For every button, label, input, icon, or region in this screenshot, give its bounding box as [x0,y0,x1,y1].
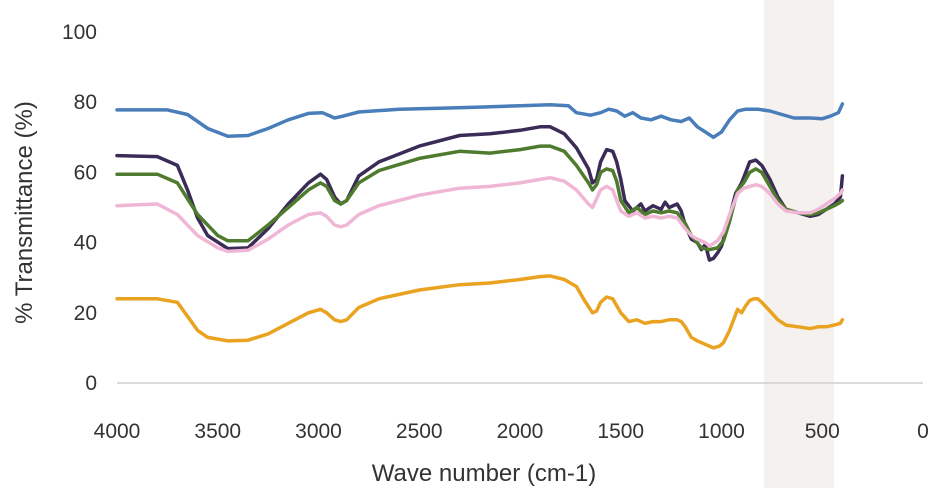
y-tick-label: 100 [62,21,97,44]
series-line-4 [115,175,845,254]
x-tick-labels: 4000 3500 3000 2500 2000 1500 1000 500 0 [94,420,929,443]
series-line-1 [115,102,845,140]
y-tick-label: 20 [74,302,97,325]
x-tick-label: 2000 [497,420,544,443]
x-tick-label: 1000 [698,420,745,443]
y-tick-labels: 0 20 40 60 80 100 [62,21,97,395]
series-line-5 [115,274,845,350]
series-line-2 [115,125,845,262]
x-tick-label: 1500 [597,420,644,443]
x-tick-label: 3000 [295,420,342,443]
y-tick-label: 0 [85,372,97,395]
y-tick-label: 80 [74,91,97,114]
x-axis-title: Wave number (cm-1) [372,460,596,487]
x-tick-label: 0 [917,420,929,443]
series-line-3 [115,144,845,252]
y-axis-title: % Transmittance (%) [11,101,38,324]
x-tick-label: 4000 [94,420,141,443]
x-tick-label: 3500 [194,420,241,443]
y-axis-title-group: % Transmittance (%) [11,101,38,324]
x-tick-label: 500 [805,420,840,443]
x-tick-label: 2500 [396,420,443,443]
series-layer [115,102,845,350]
scan-artifact-band [764,0,834,488]
y-tick-label: 60 [74,161,97,184]
y-tick-label: 40 [74,232,97,255]
